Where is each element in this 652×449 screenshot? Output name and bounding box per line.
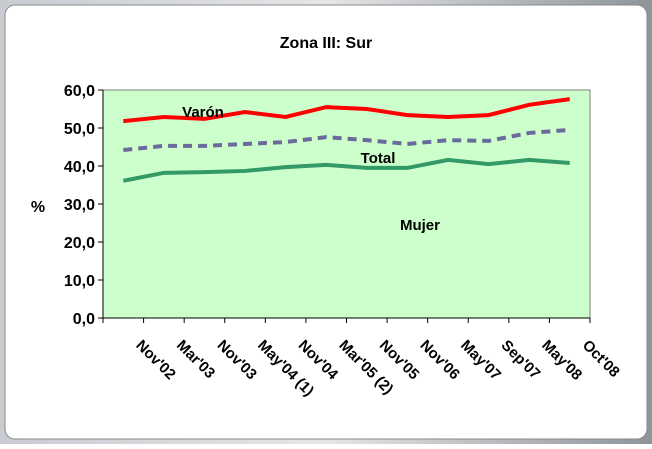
y-axis-label: % bbox=[31, 199, 45, 216]
series-label: Mujer bbox=[400, 217, 440, 234]
y-tick-label: 40,0 bbox=[64, 159, 95, 176]
y-tick-label: 0,0 bbox=[73, 311, 95, 328]
series-label: Total bbox=[361, 150, 396, 167]
plot-area bbox=[102, 89, 591, 319]
line-series bbox=[123, 97, 570, 124]
y-tick-label: 20,0 bbox=[64, 235, 95, 252]
y-tick-label: 60,0 bbox=[64, 83, 95, 100]
series-label: Varón bbox=[182, 104, 224, 121]
y-tick-label: 30,0 bbox=[64, 197, 95, 214]
line-series bbox=[122, 157, 570, 183]
y-tick-label: 10,0 bbox=[64, 273, 95, 290]
y-tick-label: 50,0 bbox=[64, 121, 95, 138]
chart-title: Zona III: Sur bbox=[280, 35, 372, 52]
